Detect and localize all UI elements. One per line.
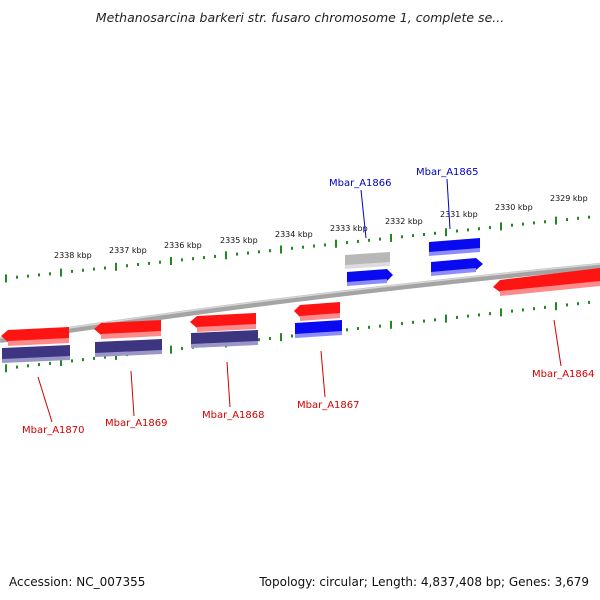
- gene-Mbar_A1864[interactable]: [493, 268, 600, 292]
- ruler-ticks-upper: [5, 215, 590, 283]
- gene-shadow: [191, 341, 258, 348]
- gene-Mbar_A1868[interactable]: [190, 313, 256, 328]
- connector-Mbar_A1864: [553, 319, 562, 367]
- ruler-label-2336: 2336 kbp: [164, 241, 202, 250]
- gene-label-Mbar_A1867[interactable]: Mbar_A1867: [297, 400, 360, 411]
- forward-strand-genes: [345, 238, 483, 286]
- gene-Mbar_A1869[interactable]: [94, 320, 161, 335]
- gene-shadow: [8, 338, 69, 346]
- gene-shadow: [197, 324, 256, 332]
- connector-Mbar_A1869: [130, 370, 135, 417]
- reverse-strand-genes: [1, 268, 600, 363]
- ruler-label-2332: 2332 kbp: [385, 217, 423, 226]
- page-title: Methanosarcina barkeri str. fusaro chrom…: [95, 10, 505, 25]
- gene-shadow: [500, 281, 600, 296]
- ruler-label-2335: 2335 kbp: [220, 236, 258, 245]
- gene-shadow: [101, 331, 161, 339]
- gene-Mbar_A1870[interactable]: [1, 327, 69, 342]
- gene-label-Mbar_A1869[interactable]: Mbar_A1869: [105, 418, 168, 429]
- accession-text: Accession: NC_007355: [9, 575, 146, 589]
- gene-label-Mbar_A1870[interactable]: Mbar_A1870: [22, 425, 85, 436]
- ruler-label-2333: 2333 kbp: [330, 224, 368, 233]
- connector-Mbar_A1867: [320, 350, 326, 398]
- gene-Mbar_A1867[interactable]: [294, 302, 340, 317]
- gene-shadow: [95, 350, 162, 357]
- ruler-label-2338: 2338 kbp: [54, 251, 92, 260]
- gene-label-Mbar_A1865[interactable]: Mbar_A1865: [416, 167, 479, 178]
- label-connectors: [37, 178, 562, 423]
- connector-Mbar_A1865: [446, 178, 451, 230]
- gene-label-Mbar_A1868[interactable]: Mbar_A1868: [202, 410, 265, 421]
- gene-shadow: [431, 268, 476, 276]
- connector-Mbar_A1866: [360, 189, 367, 239]
- connector-Mbar_A1868: [226, 361, 231, 408]
- topology-text: Topology: circular; Length: 4,837,408 bp…: [259, 575, 589, 589]
- gene-shadow: [300, 313, 340, 321]
- ruler-labels: 2338 kbp 2337 kbp 2336 kbp 2335 kbp 2334…: [54, 194, 588, 260]
- gene-label-Mbar_A1866[interactable]: Mbar_A1866: [329, 178, 392, 189]
- ruler-label-2331: 2331 kbp: [440, 210, 478, 219]
- ruler-label-2334: 2334 kbp: [275, 230, 313, 239]
- gene-shadow: [2, 356, 70, 363]
- gene-shadow: [345, 262, 390, 269]
- gene-label-Mbar_A1864[interactable]: Mbar_A1864: [532, 369, 595, 380]
- gene-labels: Mbar_A1866 Mbar_A1865 Mbar_A1870 Mbar_A1…: [22, 167, 595, 436]
- connector-Mbar_A1870: [37, 376, 53, 423]
- ruler-label-2330: 2330 kbp: [495, 203, 533, 212]
- gene-shadow: [347, 279, 387, 286]
- gene-shadow: [429, 248, 480, 256]
- ruler-label-2337: 2337 kbp: [109, 246, 147, 255]
- ruler-label-2329: 2329 kbp: [550, 194, 588, 203]
- gene-shadow: [295, 331, 342, 338]
